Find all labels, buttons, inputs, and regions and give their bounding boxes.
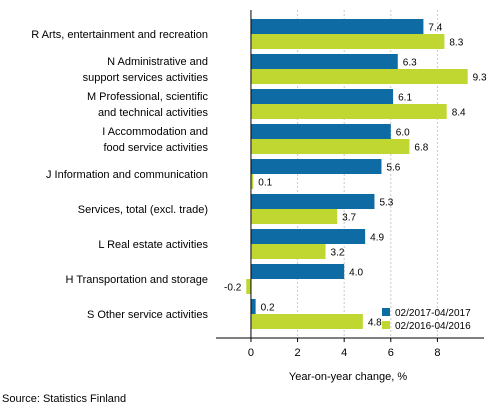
x-axis-title: Year-on-year change, %	[289, 371, 407, 383]
value-labels: 7.4 8.3 6.3 9.3 6.1 8.4 6.0 6.8 5.6 0.1 5.3 3.7 4.9 3…	[224, 23, 487, 329]
category-label-7: H Transportation and storage	[66, 274, 208, 286]
bar-s2-7	[246, 279, 251, 294]
category-label-0: R Arts, entertainment and recreation	[31, 29, 208, 41]
value-label-s2-4: 0.1	[258, 178, 272, 189]
bar-s2-4	[250, 174, 254, 189]
value-label-s2-5: 3.7	[342, 213, 356, 224]
category-label-8: S Other service activities	[87, 309, 209, 321]
bar-s1-4	[250, 159, 382, 174]
value-label-s2-1: 9.3	[473, 73, 487, 84]
x-tick-label-4: 4	[341, 347, 347, 359]
x-tick-label-6: 6	[388, 347, 394, 359]
legend-swatch-s2	[382, 321, 390, 329]
category-label-3-line2: food service activities	[103, 142, 208, 154]
bar-s1-7	[250, 264, 345, 279]
value-label-s1-6: 4.9	[370, 233, 384, 244]
legend-label-s2: 02/2016-04/2016	[395, 321, 471, 332]
value-label-s1-2: 6.1	[398, 93, 412, 104]
value-label-s2-6: 3.2	[331, 248, 345, 259]
category-label-5: Services, total (excl. trade)	[78, 204, 208, 216]
category-label-2-line1: M Professional, scientific	[87, 91, 209, 103]
x-tick-label-0: 0	[248, 347, 254, 359]
bar-s1-5	[250, 194, 375, 209]
legend-label-s1: 02/2017-04/2017	[395, 308, 471, 319]
value-label-s2-7: -0.2	[224, 283, 242, 294]
value-label-s1-8: 0.2	[261, 303, 275, 314]
category-label-6: L Real estate activities	[98, 239, 208, 251]
value-label-s1-7: 4.0	[349, 268, 363, 279]
legend: 02/2017-04/2017 02/2016-04/2016	[382, 308, 471, 332]
bar-s2-6	[250, 244, 326, 259]
category-label-2-line2: and technical activities	[98, 107, 209, 119]
bar-s2-5	[250, 209, 338, 224]
source-note: Source: Statistics Finland	[2, 393, 127, 405]
value-label-s1-1: 6.3	[403, 58, 417, 69]
category-label-1-line2: support services activities	[83, 72, 209, 84]
value-label-s2-3: 6.8	[414, 143, 428, 154]
bar-s2-0	[250, 34, 445, 49]
bar-s1-8	[250, 299, 256, 314]
legend-swatch-s1	[382, 308, 390, 316]
bar-s1-2	[250, 89, 394, 104]
value-label-s2-2: 8.4	[452, 108, 466, 119]
value-label-s1-5: 5.3	[379, 198, 393, 209]
bar-s1-3	[250, 124, 391, 139]
x-tick-label-2: 2	[295, 347, 301, 359]
bar-s1-1	[250, 54, 398, 69]
bars	[246, 19, 468, 329]
category-label-1-line1: N Administrative and	[107, 56, 208, 68]
bar-s1-6	[250, 229, 366, 244]
bar-s2-1	[250, 69, 468, 84]
value-label-s1-3: 6.0	[396, 128, 410, 139]
category-labels: R Arts, entertainment and recreation N Ad…	[31, 29, 208, 321]
category-label-4: J Information and communication	[46, 169, 208, 181]
bar-chart-svg: 7.4 8.3 6.3 9.3 6.1 8.4 6.0 6.8 5.6 0.1 5.3 3.7 4.9 3…	[31, 10, 487, 383]
bar-s2-3	[250, 139, 410, 154]
value-label-s1-4: 5.6	[386, 163, 400, 174]
category-label-3-line1: I Accommodation and	[102, 126, 208, 138]
bar-s2-8	[250, 314, 363, 329]
bar-s2-2	[250, 104, 447, 119]
value-label-s2-8: 4.8	[368, 318, 382, 329]
x-axis: 0 2 4 6 8 Year-on-year change, %	[216, 10, 484, 383]
bar-s1-0	[250, 19, 424, 34]
x-tick-label-8: 8	[434, 347, 440, 359]
value-label-s2-0: 8.3	[449, 38, 463, 49]
value-label-s1-0: 7.4	[428, 23, 442, 34]
